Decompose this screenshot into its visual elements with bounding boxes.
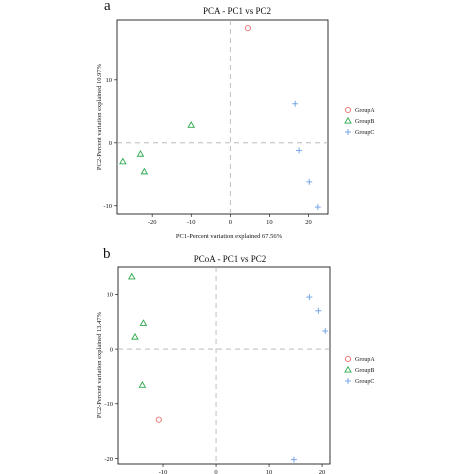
panel-a-y-tick-label: 10 xyxy=(106,77,113,84)
panel-b-point-groupb xyxy=(138,381,147,388)
panel-b-legend-label: GroupB xyxy=(355,368,374,374)
panel-a-points xyxy=(119,25,321,211)
panel-b-letter: b xyxy=(103,246,111,262)
panel-b-point-groupb xyxy=(127,272,136,280)
panel-b-point-groupc xyxy=(290,456,297,463)
panel-a-point-groupb xyxy=(187,121,196,128)
panel-b-y-tick-label: 10 xyxy=(107,292,114,299)
panel-b-legend-symbol-groupc xyxy=(345,378,351,384)
panel-a-legend-label: GroupB xyxy=(355,119,374,125)
panel-a-point-groupb xyxy=(140,167,149,175)
panel-a-point-groupc xyxy=(292,100,299,107)
panel-a-legend-label: GroupA xyxy=(355,108,375,114)
panel-a-legend: GroupA GroupB GroupC xyxy=(344,106,375,136)
panel-b-legend-label: GroupA xyxy=(355,357,375,363)
panel-a-legend-label: GroupC xyxy=(355,130,374,136)
panel-b: b PCoA - PC1 vs PC2 -10 0 10 20 -20 -10 0 10 P… xyxy=(96,246,375,474)
panel-b-point-groupb xyxy=(139,319,148,326)
panel-b-point-groupc xyxy=(306,294,313,301)
panel-a-y-tick-label: -10 xyxy=(103,203,112,210)
panel-a: a PCA - PC1 vs PC2 -20 -10 0 10 20 -10 0 10 PC… xyxy=(96,0,375,240)
panel-b-x-tick-label: 10 xyxy=(266,469,273,474)
panel-b-legend-symbol-groupb xyxy=(344,365,352,373)
panel-a-x-tick-label: -20 xyxy=(148,219,157,226)
panel-b-point-groupc xyxy=(322,328,329,335)
panel-b-x-axis: -10 0 10 20 xyxy=(159,464,326,474)
panel-a-x-axis-label: PC1-Percent variation explained 67.56% xyxy=(176,233,283,240)
panel-b-points xyxy=(127,272,329,463)
panel-b-plot-area xyxy=(117,266,331,465)
panel-a-x-tick-label: 20 xyxy=(305,219,312,226)
panel-b-legend-label: GroupC xyxy=(355,379,374,385)
panel-b-y-tick-label: -10 xyxy=(104,401,113,408)
panel-b-legend-symbol-groupa xyxy=(344,355,352,363)
panel-a-x-tick-label: 10 xyxy=(266,219,273,226)
panel-a-letter: a xyxy=(104,0,111,14)
panel-b-legend: GroupA GroupB GroupC xyxy=(344,355,375,385)
panel-a-legend-symbol-groupb xyxy=(344,116,352,124)
panel-a-plot-area xyxy=(116,19,329,215)
panel-b-y-tick-label: 0 xyxy=(110,346,113,353)
panel-a-x-tick-label: -10 xyxy=(187,219,196,226)
panel-a-legend-symbol-groupc xyxy=(345,129,351,135)
panel-b-point-groupb xyxy=(131,332,139,340)
panel-a-point-groupc xyxy=(314,204,321,211)
panel-a-y-axis-label: PC2-Percent variation explained 10.97% xyxy=(96,63,103,170)
panel-b-y-axis: -20 -10 0 10 xyxy=(104,292,118,463)
panel-a-point-groupb xyxy=(119,157,127,165)
panel-a-legend-symbol-groupa xyxy=(344,106,352,114)
panel-a-y-tick-label: 0 xyxy=(109,140,112,147)
panel-b-title: PCoA - PC1 vs PC2 xyxy=(194,254,267,264)
panel-a-x-tick-label: 0 xyxy=(229,219,232,226)
panel-b-point-groupc xyxy=(315,307,322,314)
panel-a-point-groupa xyxy=(244,25,251,32)
panel-a-point-groupc xyxy=(306,178,313,185)
panel-b-y-tick-label: -20 xyxy=(104,456,113,463)
panel-a-y-axis: -10 0 10 xyxy=(103,77,117,210)
panel-b-y-axis-label: PC2-Percent variation explained 13.47% xyxy=(96,311,103,418)
panel-b-x-tick-label: 20 xyxy=(319,469,326,474)
panel-a-point-groupc xyxy=(296,147,303,154)
panel-b-x-tick-label: 0 xyxy=(214,469,217,474)
panel-a-x-axis: -20 -10 0 10 20 xyxy=(148,214,312,226)
panel-b-point-groupa xyxy=(155,416,162,423)
panel-b-x-tick-label: -10 xyxy=(159,469,168,474)
panel-a-title: PCA - PC1 vs PC2 xyxy=(203,6,271,16)
panel-a-point-groupb xyxy=(136,150,145,157)
